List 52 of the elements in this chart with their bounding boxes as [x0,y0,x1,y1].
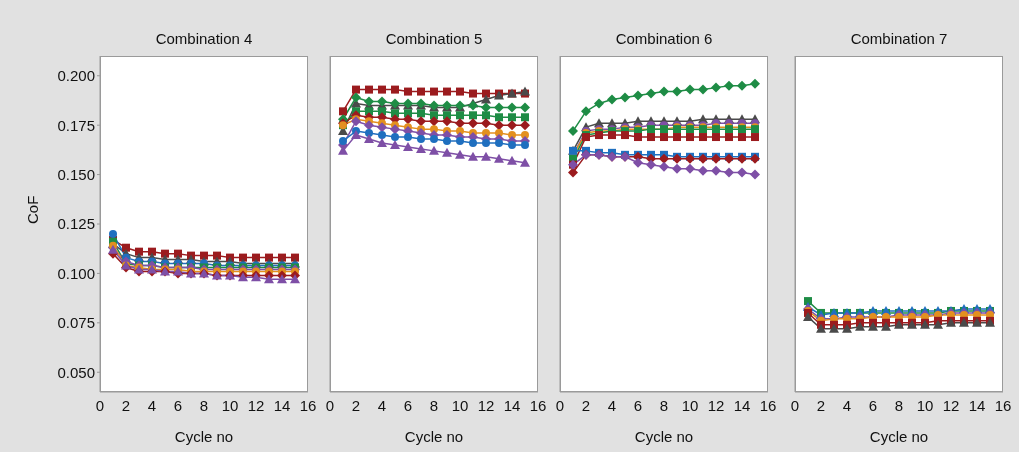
x-tick-label: 16 [994,396,1012,414]
x-tick-label: 8 [199,396,209,414]
x-tick-label: 6 [173,396,183,414]
x-tick-label: 2 [121,396,131,414]
x-tick-label: 12 [477,396,495,414]
x-tick-label: 10 [221,396,239,414]
y-tick-label: 0.125 [57,215,95,233]
x-tick-label: 16 [759,396,777,414]
x-tick-label: 16 [529,396,547,414]
x-tick-label: 10 [681,396,699,414]
y-tick-label: 0.175 [57,116,95,134]
x-tick-label: 12 [707,396,725,414]
y-tick-label: 0.150 [57,165,95,183]
x-tick-label: 8 [894,396,904,414]
chart-title: Combination 5 [384,30,484,47]
x-axis-title: Cycle no [404,428,464,445]
x-tick-label: 14 [733,396,751,414]
y-tick-label: 0.075 [57,314,95,332]
x-axis-title: Cycle no [174,428,234,445]
chart-title: Combination 7 [849,30,949,47]
chart-title: Combination 6 [614,30,714,47]
x-tick-label: 6 [868,396,878,414]
y-tick-label: 0.100 [57,264,95,282]
x-tick-label: 12 [942,396,960,414]
x-tick-label: 8 [429,396,439,414]
x-tick-label: 0 [325,396,335,414]
chart-title: Combination 4 [154,30,254,47]
x-tick-label: 6 [403,396,413,414]
x-tick-label: 0 [555,396,565,414]
x-tick-label: 4 [147,396,157,414]
x-tick-label: 2 [816,396,826,414]
x-tick-label: 12 [247,396,265,414]
y-axis-title: CoF [24,195,42,224]
x-tick-label: 0 [95,396,105,414]
x-tick-label: 14 [273,396,291,414]
x-tick-label: 0 [790,396,800,414]
x-tick-label: 14 [503,396,521,414]
x-tick-label: 4 [377,396,387,414]
y-tick-label: 0.050 [57,363,95,381]
x-tick-label: 8 [659,396,669,414]
x-tick-label: 2 [581,396,591,414]
x-tick-label: 2 [351,396,361,414]
x-tick-label: 4 [607,396,617,414]
x-tick-label: 10 [916,396,934,414]
x-axis-title: Cycle no [634,428,694,445]
x-tick-label: 16 [299,396,317,414]
x-tick-label: 4 [842,396,852,414]
x-tick-label: 6 [633,396,643,414]
x-tick-label: 14 [968,396,986,414]
x-tick-label: 10 [451,396,469,414]
x-axis-title: Cycle no [869,428,929,445]
y-tick-label: 0.200 [57,67,95,85]
